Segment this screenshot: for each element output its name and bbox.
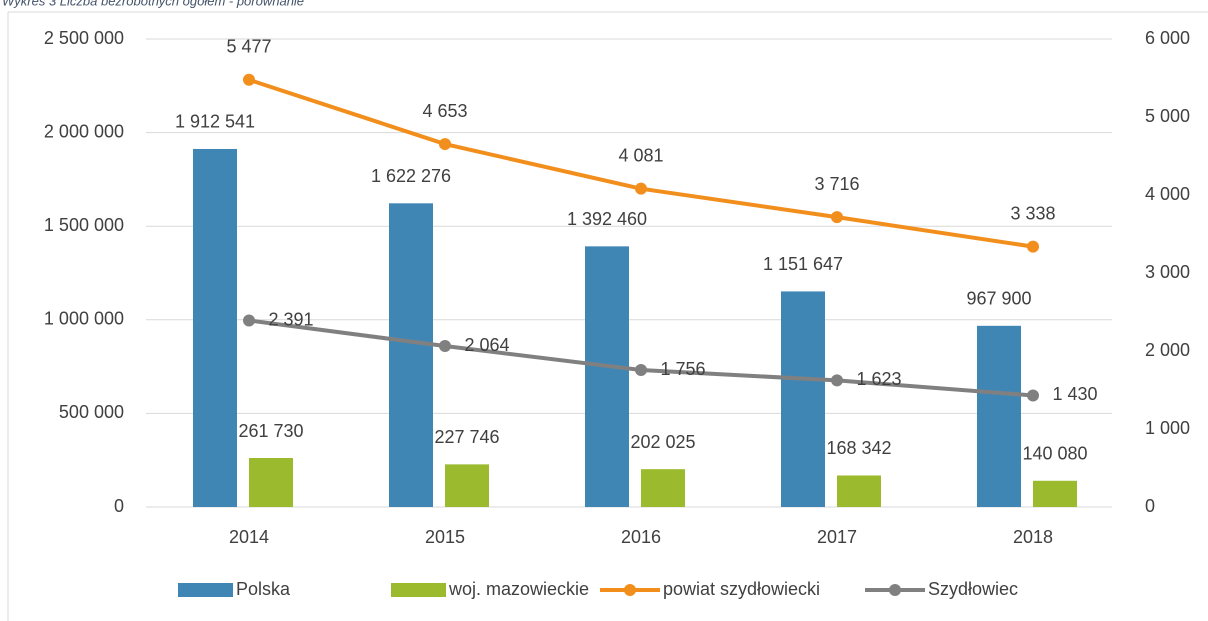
bar (977, 325, 1021, 507)
bar (641, 469, 685, 507)
x-tick-label: 2015 (425, 527, 465, 547)
data-label: 1 392 460 (567, 209, 647, 229)
y-tick-label: 1 500 000 (44, 215, 124, 235)
data-label: 1 623 (856, 369, 901, 389)
legend-label: powiat szydłowiecki (663, 579, 820, 599)
y-tick-label: 0 (114, 496, 124, 516)
data-label: 2 064 (464, 335, 509, 355)
line-marker (439, 138, 451, 151)
bar (389, 203, 433, 507)
data-label: 3 338 (1010, 203, 1055, 223)
y2-tick-label: 4 000 (1145, 184, 1190, 204)
line-marker (1027, 389, 1039, 402)
y-tick-label: 2 000 000 (44, 121, 124, 141)
legend-swatch (178, 583, 233, 597)
x-tick-label: 2017 (817, 527, 857, 547)
bar (249, 458, 293, 507)
y-tick-label: 500 000 (59, 402, 124, 422)
line-marker (831, 211, 843, 224)
bar (1033, 480, 1077, 507)
y-tick-label: 2 500 000 (44, 28, 124, 48)
data-label: 1 151 647 (763, 254, 843, 274)
legend-label: woj. mazowieckie (448, 579, 589, 599)
data-label: 4 653 (422, 101, 467, 121)
line (248, 318, 1034, 398)
legend-swatch (889, 584, 901, 596)
data-label: 1 756 (660, 359, 705, 379)
legend-label: Polska (236, 579, 291, 599)
y2-tick-label: 6 000 (1145, 28, 1190, 48)
data-label: 227 746 (434, 427, 499, 447)
y2-tick-label: 1 000 (1145, 418, 1190, 438)
line-marker (243, 314, 255, 327)
line-marker (635, 364, 647, 377)
chart-title: Wykres 3 Liczba bezrobotnych ogółem - po… (2, 0, 304, 8)
x-tick-label: 2016 (621, 527, 661, 547)
data-label: 168 342 (826, 438, 891, 458)
bar (585, 246, 629, 507)
y2-tick-label: 0 (1145, 496, 1155, 516)
line-marker (635, 182, 647, 195)
data-label: 1 622 276 (371, 166, 451, 186)
data-label: 4 081 (618, 145, 663, 165)
bar (837, 475, 881, 507)
bar (445, 464, 489, 507)
data-label: 202 025 (630, 432, 695, 452)
y-tick-label: 1 000 000 (44, 309, 124, 329)
data-label: 1 912 541 (175, 112, 255, 132)
y2-tick-label: 5 000 (1145, 106, 1190, 126)
data-label: 261 730 (238, 421, 303, 441)
bar (781, 291, 825, 507)
data-label: 967 900 (966, 289, 1031, 309)
legend-swatch (391, 583, 446, 597)
line-marker (243, 73, 255, 86)
y2-tick-label: 2 000 (1145, 340, 1190, 360)
bar (193, 148, 237, 507)
data-label: 3 716 (814, 174, 859, 194)
x-tick-label: 2014 (229, 527, 269, 547)
data-label: 140 080 (1022, 444, 1087, 464)
legend-label: Szydłowiec (928, 579, 1018, 599)
data-label: 5 477 (226, 37, 271, 57)
line-marker (439, 340, 451, 353)
data-label: 2 391 (268, 309, 313, 329)
y2-tick-label: 3 000 (1145, 262, 1190, 282)
line-marker (1027, 240, 1039, 253)
legend-swatch (624, 584, 636, 596)
x-tick-label: 2018 (1013, 527, 1053, 547)
line-marker (831, 374, 843, 387)
data-label: 1 430 (1052, 384, 1097, 404)
